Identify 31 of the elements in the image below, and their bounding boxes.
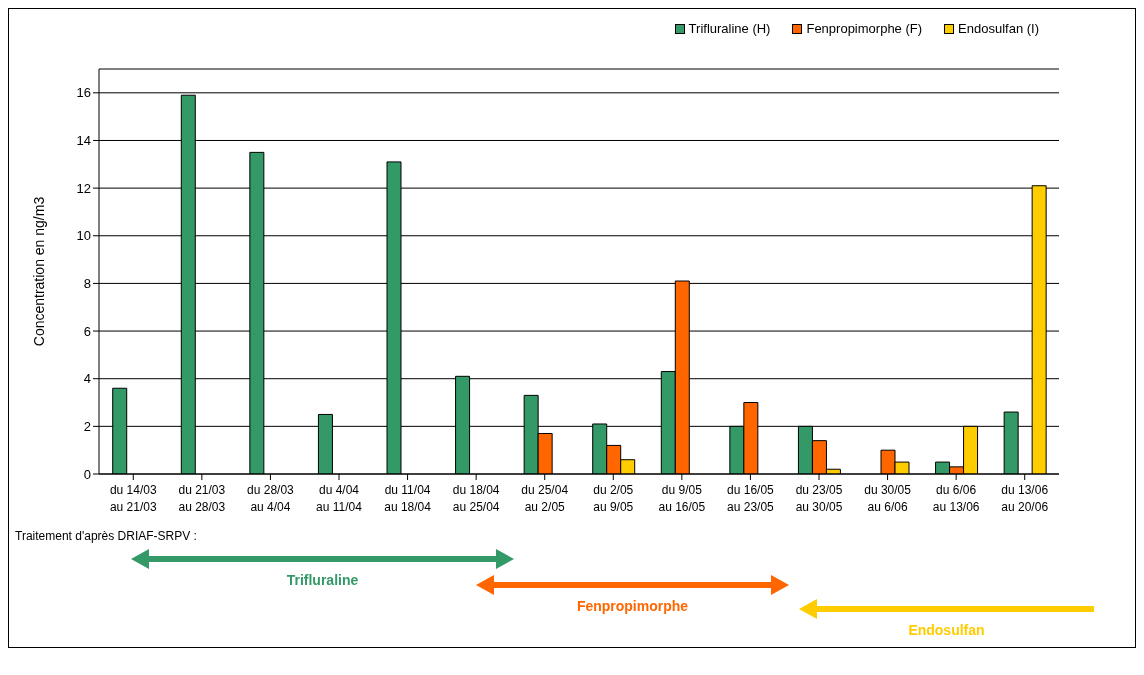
x-tick-label: du 21/03 au 28/03 [178,483,226,514]
y-tick-label: 2 [83,418,91,434]
y-tick-label: 10 [76,228,91,244]
x-tick-label: du 9/05 au 16/05 [658,483,706,514]
x-tick-label: du 11/04 au 18/04 [384,483,432,514]
y-axis-title: Concentration en ng/m3 [30,196,47,347]
x-tick-label: du 25/04 au 2/05 [521,483,569,514]
y-tick-label: 8 [83,276,91,292]
y-tick-label: 12 [76,180,91,196]
y-tick-label: 16 [76,85,91,101]
x-tick-label: du 16/05 au 23/05 [727,483,775,514]
y-tick-label: 0 [83,466,91,482]
y-tick-label: 4 [83,371,91,387]
x-tick-label: du 23/05 au 30/05 [795,483,843,514]
legend-label: Fenpropimorphe (F) [806,21,923,36]
x-tick-label: du 28/03 au 4/04 [247,483,295,514]
text: Endosulfan [908,622,985,638]
x-tick-label: du 13/06 au 20/06 [1001,483,1049,514]
legend-label: Endosulfan (I) [958,21,1039,36]
x-tick-label: du 18/04 au 25/04 [452,483,500,514]
text: Trifluraline [286,572,359,588]
x-tick-label: du 4/04 au 11/04 [316,483,363,514]
x-tick-label: du 6/06 au 13/06 [932,483,980,514]
text: Traitement d'après DRIAF-SRPV : [15,529,197,543]
x-tick-label: du 14/03 au 21/03 [109,483,157,514]
legend-label: Trifluraline (H) [688,21,771,36]
y-tick-label: 14 [76,133,91,149]
text: Fenpropimorphe [576,598,689,614]
x-tick-label: du 2/05 au 9/05 [593,483,634,514]
x-tick-label: du 30/05 au 6/06 [864,483,912,514]
y-tick-label: 6 [83,323,91,339]
